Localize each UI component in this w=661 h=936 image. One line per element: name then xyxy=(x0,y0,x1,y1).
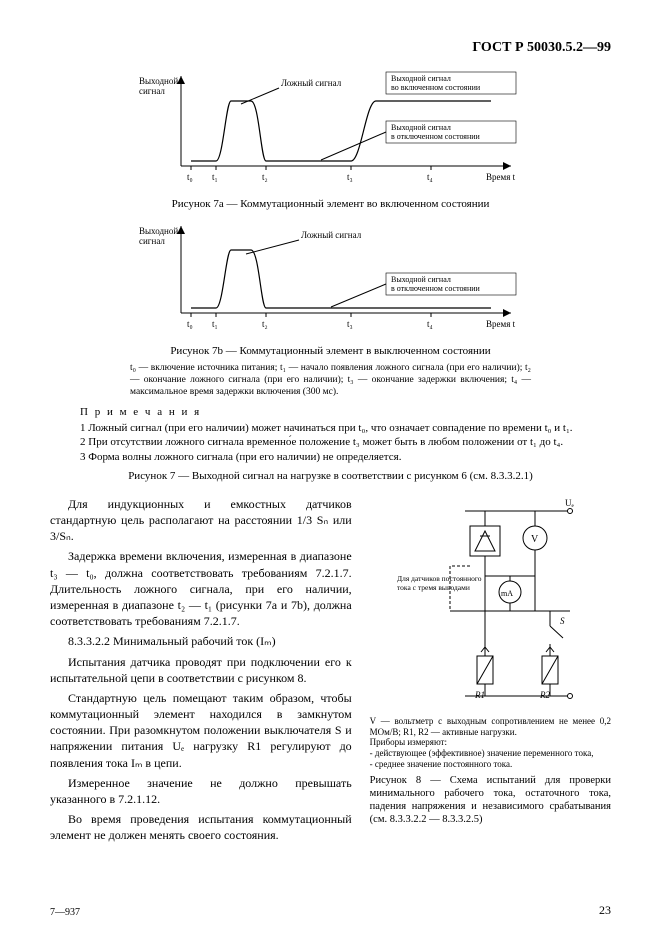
svg-text:сигнал: сигнал xyxy=(139,236,165,246)
fig8-caption: Рисунок 8 — Схема испытаний для проверки… xyxy=(370,774,611,827)
svg-text:mA: mA xyxy=(501,589,513,598)
svg-text:R1: R1 xyxy=(474,690,485,700)
para-6: Измеренное значение не должно превышать … xyxy=(50,775,352,807)
svg-text:t₃: t₃ xyxy=(347,172,353,182)
fig8-legend: V — вольтметр с выходным сопротивлением … xyxy=(370,716,611,770)
svg-text:t₄: t₄ xyxy=(427,172,433,182)
note-3: 3 Форма волны ложного сигнала (при его н… xyxy=(80,450,581,464)
para-1: Для индукционных и емкостных датчиков ст… xyxy=(50,496,352,545)
svg-text:Выходной: Выходной xyxy=(139,226,178,236)
svg-text:Время t: Время t xyxy=(486,319,516,329)
axis-y-label: Выходной xyxy=(139,76,178,86)
svg-text:Выходной сигнал: Выходной сигнал xyxy=(391,123,451,132)
svg-text:V: V xyxy=(531,534,539,545)
para-4: Испытания датчика проводят при подключен… xyxy=(50,654,352,686)
svg-text:t₂: t₂ xyxy=(262,319,268,329)
svg-text:сигнал: сигнал xyxy=(139,86,165,96)
fig7a-caption: Рисунок 7а — Коммутационный элемент во в… xyxy=(50,198,611,210)
fig7b-caption: Рисунок 7b — Коммутационный элемент в вы… xyxy=(50,345,611,357)
svg-text:Для датчиков постоянного: Для датчиков постоянного xyxy=(397,574,482,583)
svg-text:t₁: t₁ xyxy=(212,172,218,182)
svg-text:t₄: t₄ xyxy=(427,319,433,329)
svg-text:Ложный сигнал: Ложный сигнал xyxy=(281,78,342,88)
svg-text:t₀: t₀ xyxy=(187,319,193,329)
svg-text:Ложный сигнал: Ложный сигнал xyxy=(301,230,362,240)
svg-text:t₀: t₀ xyxy=(187,172,193,182)
svg-text:t₃: t₃ xyxy=(347,319,353,329)
footer-left: 7—937 xyxy=(50,907,80,918)
svg-text:Выходной сигнал: Выходной сигнал xyxy=(391,74,451,83)
svg-text:Время t: Время t xyxy=(486,172,516,182)
figure-7b: Выходной сигнал t₀ t₁ t₂ t₃ t₄ Время t Л… xyxy=(50,218,611,337)
svg-text:Uₑ: Uₑ xyxy=(565,498,574,508)
svg-text:t₁: t₁ xyxy=(212,319,218,329)
figure-legend: t₀ — включение источника питания; t₁ — н… xyxy=(130,363,531,399)
figure-7a: Выходной сигнал t₀ t₁ t₂ t₃ t₄ Время t Л… xyxy=(50,66,611,190)
fig7-caption: Рисунок 7 — Выходной сигнал на нагрузке … xyxy=(50,470,611,482)
para-7: Во время проведения испытания коммутацио… xyxy=(50,811,352,843)
note-2: 2 При отсутствии ложного сигнала временн… xyxy=(80,435,581,449)
notes-title: П р и м е ч а н и я xyxy=(80,405,581,419)
svg-text:Выходной сигнал: Выходной сигнал xyxy=(391,275,451,284)
notes: П р и м е ч а н и я 1 Ложный сигнал (при… xyxy=(80,405,581,464)
svg-text:R2: R2 xyxy=(539,690,550,700)
svg-text:во включенном состоянии: во включенном состоянии xyxy=(391,83,481,92)
svg-text:в отключенном состоянии: в отключенном состоянии xyxy=(391,284,481,293)
page-number: 23 xyxy=(599,903,611,918)
svg-text:тока с тремя выводами: тока с тремя выводами xyxy=(397,583,470,592)
standard-header: ГОСТ Р 50030.5.2—99 xyxy=(50,40,611,56)
para-2: Задержка времени включения, измеренная в… xyxy=(50,548,352,629)
svg-text:S: S xyxy=(560,616,565,626)
svg-text:в отключенном состоянии: в отключенном состоянии xyxy=(391,132,481,141)
para-5: Стандартную цель помещают таким образом,… xyxy=(50,690,352,771)
para-3: 8.3.3.2.2 Минимальный рабочий ток (Iₘ) xyxy=(50,633,352,649)
figure-8: Uₑ V Для датчиков постоянного тока с тре… xyxy=(370,496,611,826)
body-text: Для индукционных и емкостных датчиков ст… xyxy=(50,496,352,848)
svg-text:t₂: t₂ xyxy=(262,172,268,182)
note-1: 1 Ложный сигнал (при его наличии) может … xyxy=(80,421,581,435)
